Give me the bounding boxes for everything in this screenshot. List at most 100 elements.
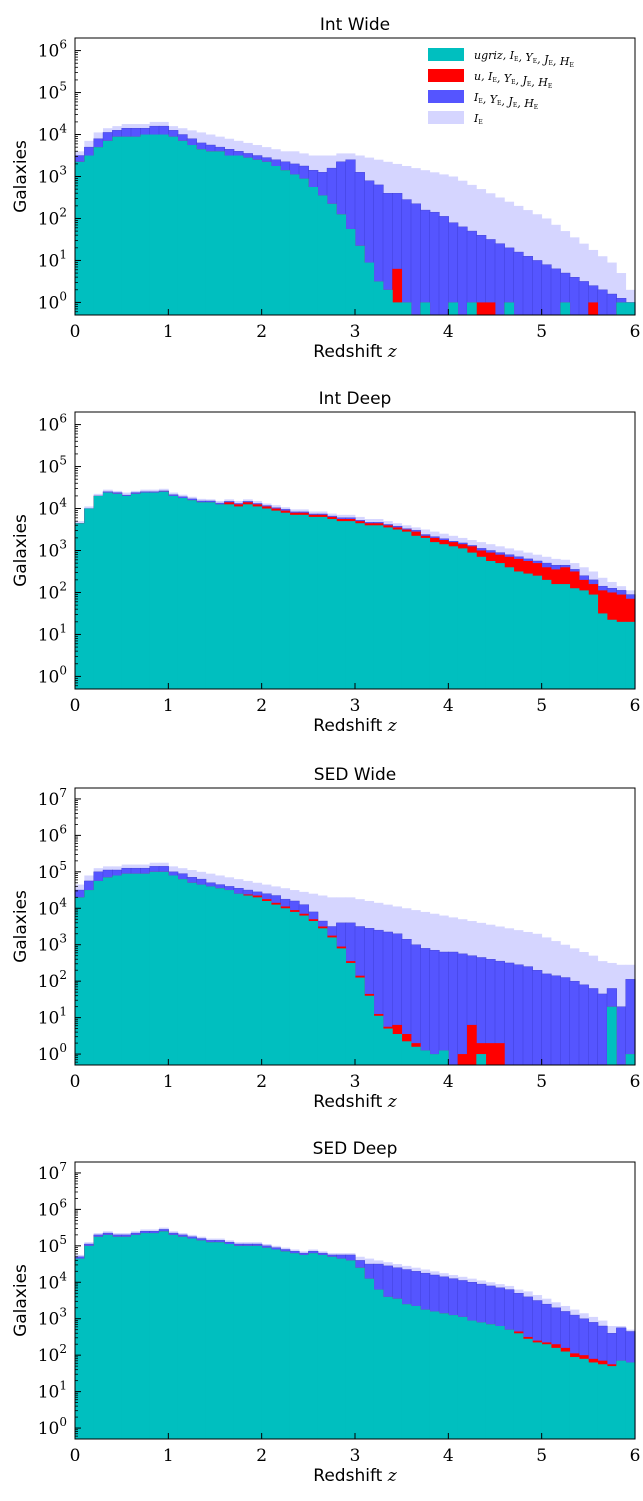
bar [289,174,300,315]
panel-int-wide: Int Wide 100 101 102 103 104 105 106 0 1 2 3 4 5 6 Reds… [11,15,640,362]
bar [625,979,636,1066]
bar [187,1238,197,1439]
bar [625,621,636,689]
bar [513,1333,524,1439]
bar [224,504,235,689]
bar [532,970,543,1066]
bar [588,594,599,689]
bar [187,882,197,1065]
bar [121,495,132,689]
bar [140,492,151,689]
bar [532,260,543,316]
bar [495,563,505,689]
bar [177,879,188,1065]
bar [513,251,524,316]
bar [224,890,235,1065]
bar [364,995,375,1065]
bar [289,911,300,1065]
series-ugriz [75,1231,636,1439]
legend-label: IE, YE, JE, HE [473,91,538,111]
bar [159,491,169,689]
bar [299,178,309,315]
bar [271,510,281,689]
bar [579,590,589,689]
bar [495,1043,505,1065]
bar [121,136,132,315]
x-tick-label: 2 [256,1072,267,1092]
bar [569,1356,580,1439]
bar [103,1234,113,1439]
bar [140,1233,151,1439]
bar [616,1360,627,1439]
bar [168,495,179,689]
x-tick-label: 1 [163,1446,174,1466]
x-tick-label: 5 [536,696,547,716]
bar [75,523,85,689]
bar [522,966,533,1066]
bar [607,619,617,689]
bar [625,302,636,315]
bar [401,531,412,689]
bar [93,1236,104,1439]
bar [168,136,179,315]
bar [476,1043,487,1065]
bar [392,1298,403,1439]
bar [224,155,235,315]
bar [504,567,515,689]
bar [93,495,104,689]
bar [607,262,617,315]
bar [196,149,207,315]
x-tick-label: 3 [350,696,361,716]
bar [504,302,515,315]
bar [233,893,244,1065]
x-tick-label: 2 [256,1446,267,1466]
bar [336,948,347,1065]
bar [401,1041,412,1065]
bar [532,1342,543,1439]
bar [411,1046,421,1065]
bar [550,975,561,1066]
bar [112,136,123,315]
bar [336,214,347,315]
bar [327,937,337,1065]
y-tick-label: 105 [38,859,67,883]
x-tick-label: 3 [350,1446,361,1466]
y-tick-label: 105 [38,1233,67,1257]
bar [317,1254,328,1439]
bar [317,928,328,1065]
bar [215,888,225,1065]
series-ugriz [75,491,636,689]
y-tick-label: 100 [38,663,67,687]
chart-title: SED Wide [314,765,396,785]
bar [485,302,496,315]
x-tick-label: 1 [163,1072,174,1092]
chart-title: Int Wide [320,15,390,35]
bar [383,1028,393,1065]
x-tick-label: 6 [630,696,641,716]
bar [252,897,263,1065]
bar [196,502,207,689]
y-axis-label: Galaxies [11,514,31,587]
bar [466,230,477,316]
bar [364,262,375,315]
bar [504,962,515,1066]
y-tick-label: 100 [38,289,67,313]
series-ugriz [75,134,636,315]
bar [364,1278,375,1439]
bar [308,921,319,1065]
y-tick-label: 100 [38,1041,67,1065]
legend-swatch [428,48,464,61]
bar [588,249,599,315]
bar [243,504,253,689]
panel-int-deep: Int Deep 100 101 102 103 104 105 106 0 1 2 3 4 5 6 Reds… [11,389,640,736]
bar [383,1296,393,1439]
bar [485,1043,496,1065]
bar [243,895,253,1065]
bar [355,1267,365,1439]
y-tick-label: 106 [38,822,67,846]
bar [541,1344,552,1439]
bar [159,871,169,1065]
chart-title: SED Deep [313,1139,398,1159]
bar [607,1366,617,1439]
bar [299,1254,309,1439]
